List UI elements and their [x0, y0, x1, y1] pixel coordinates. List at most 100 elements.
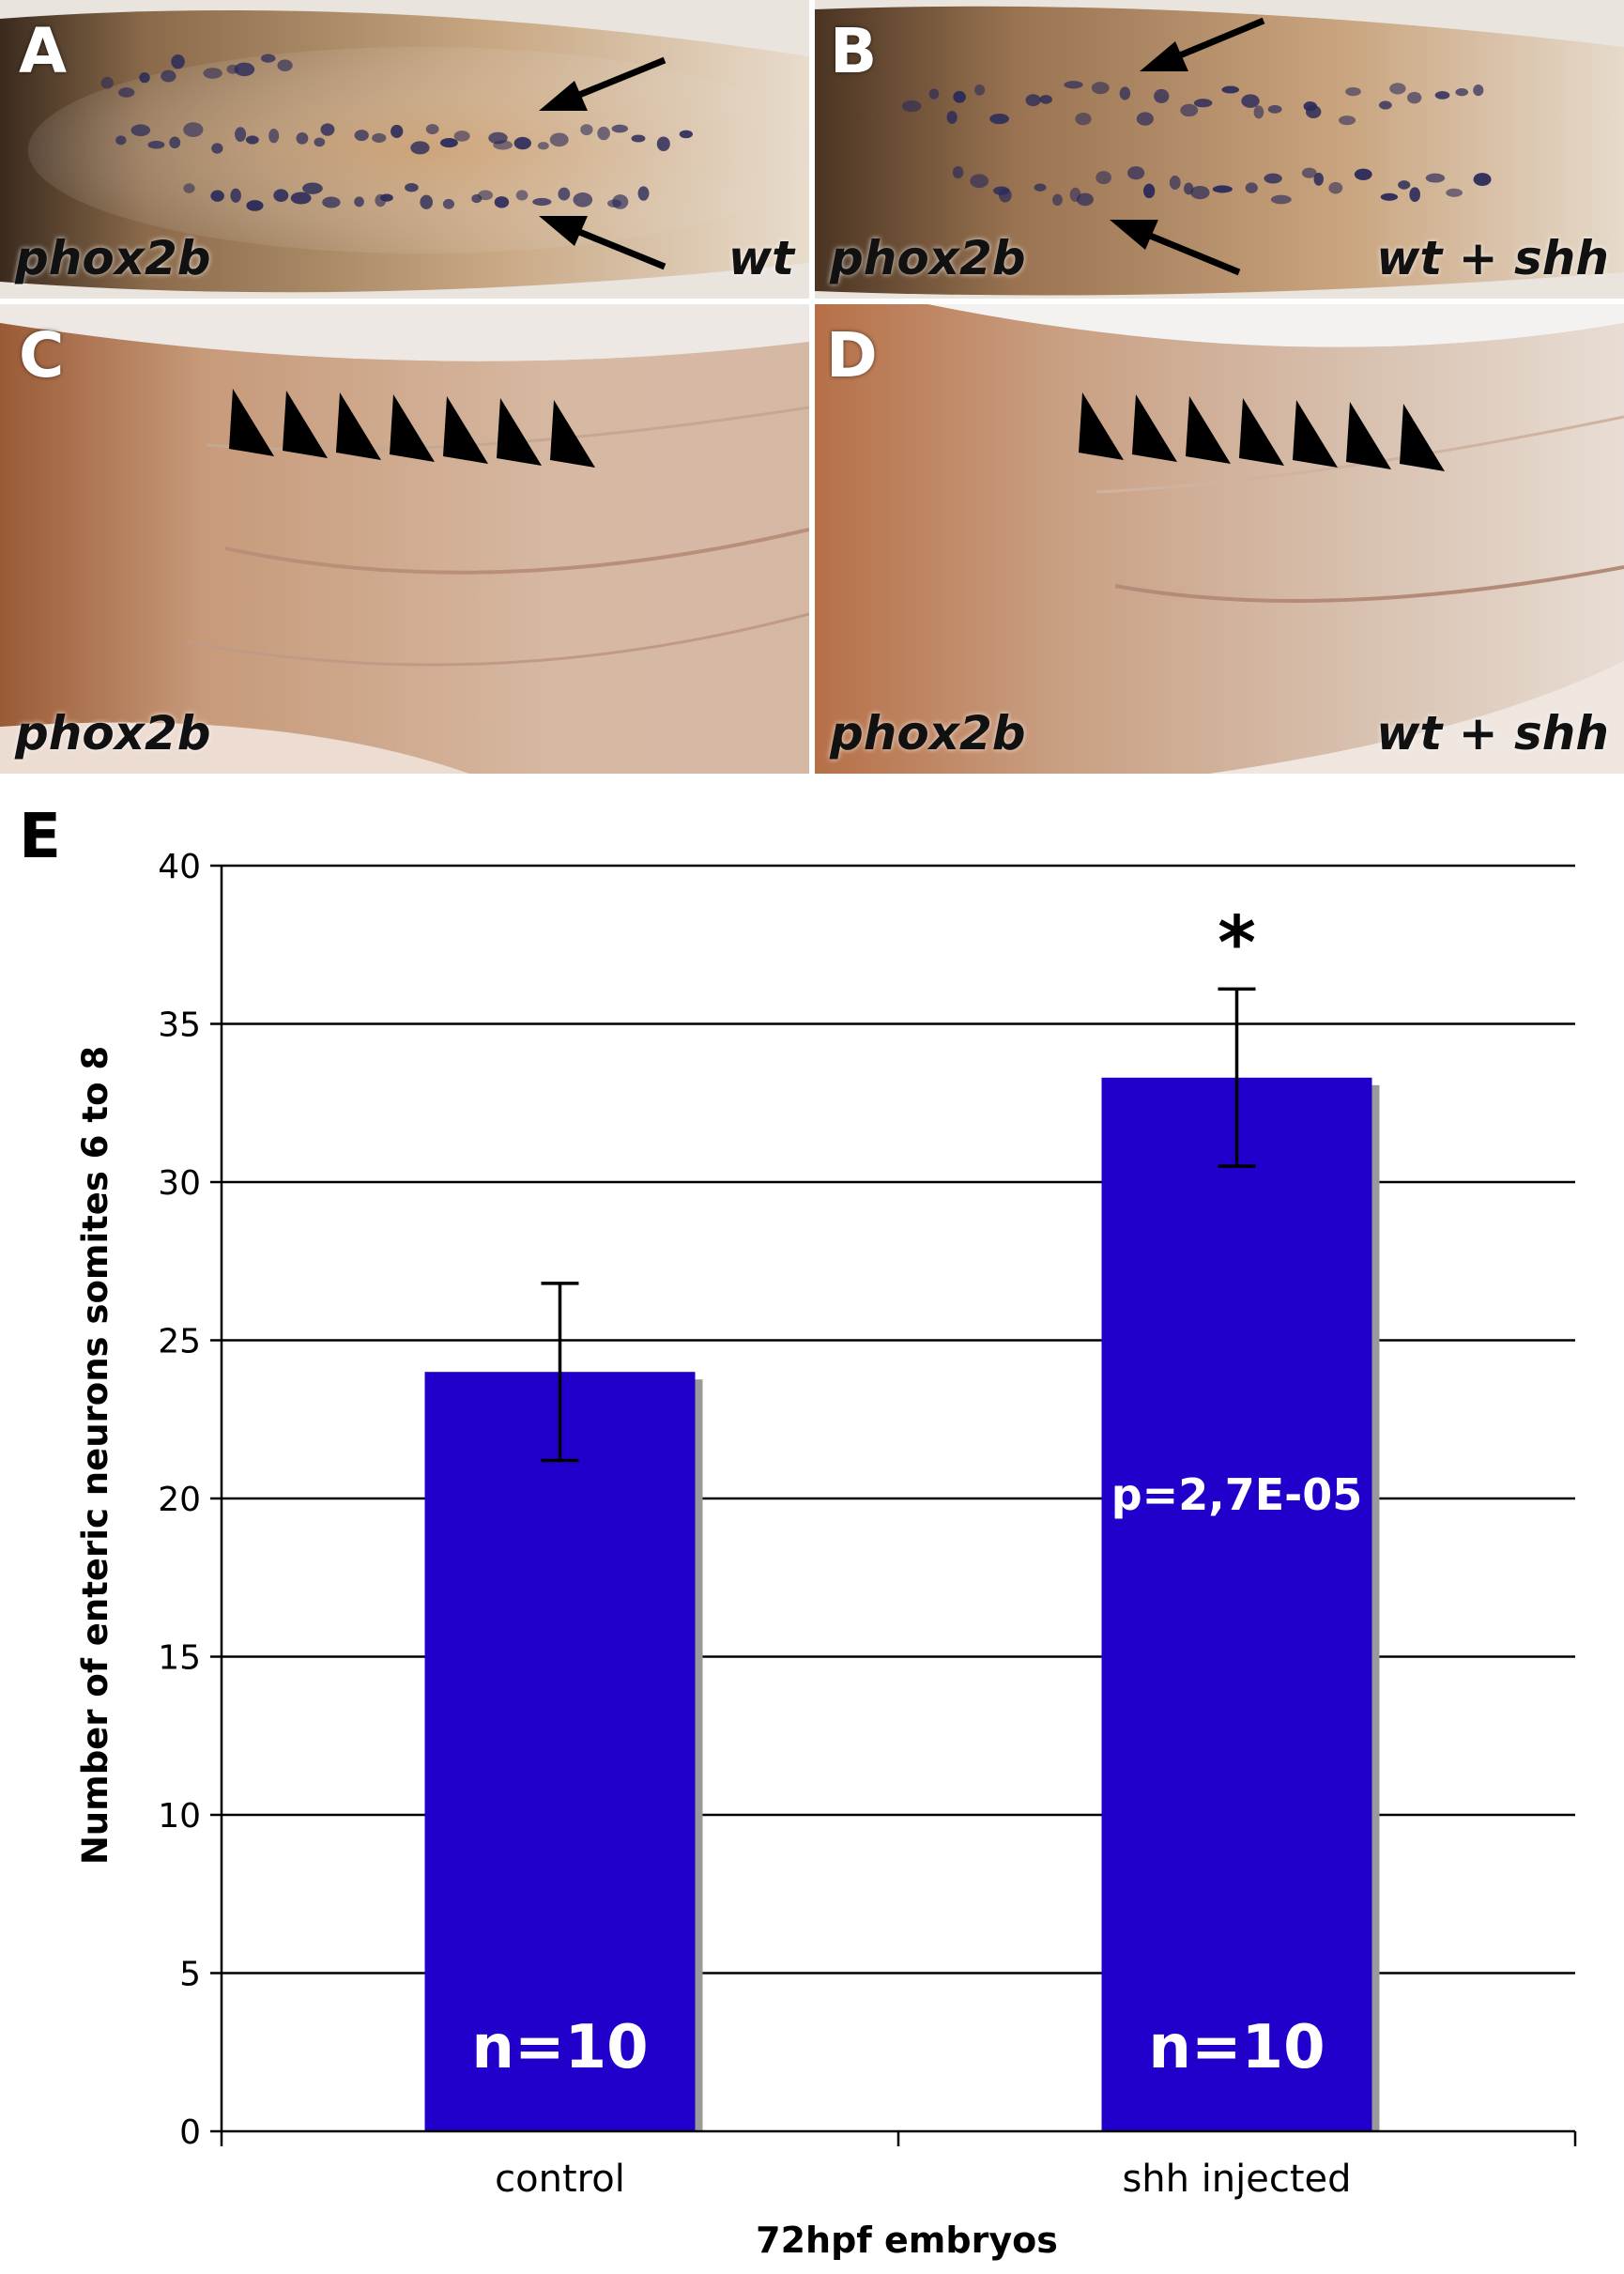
stained-neuron	[1190, 185, 1210, 200]
arrowhead-icon	[390, 394, 435, 462]
stained-neuron	[246, 200, 264, 211]
stained-neuron	[1270, 194, 1292, 205]
stained-neuron	[235, 127, 247, 143]
stained-neuron	[1039, 95, 1052, 104]
micrograph-panel-b: B phox2b wt + shh	[815, 0, 1624, 299]
gene-label-a: phox2b	[15, 231, 211, 285]
gene-label-c: phox2b	[15, 706, 211, 761]
stained-neuron	[1095, 171, 1111, 185]
stained-neuron	[901, 100, 922, 113]
stained-neuron	[532, 197, 552, 207]
stained-neuron	[100, 76, 114, 89]
arrowhead-icon	[1186, 396, 1231, 464]
stained-neuron	[1301, 167, 1317, 178]
y-tick-label: 30	[158, 1164, 201, 1203]
bar-control	[424, 1372, 696, 2131]
stained-neuron	[1143, 183, 1156, 199]
stained-neuron	[946, 110, 958, 124]
stained-neuron	[354, 196, 364, 207]
stained-neuron	[952, 166, 964, 179]
y-tick-label: 10	[158, 1797, 201, 1836]
stained-neuron	[147, 140, 165, 149]
panel-label-b: B	[830, 15, 878, 87]
condition-label-b: wt + shh	[1376, 231, 1609, 285]
sample-size-label: n=10	[471, 2013, 648, 2082]
stained-neuron	[453, 131, 470, 142]
arrowhead-icon	[550, 400, 595, 468]
stained-neuron	[1154, 88, 1170, 103]
arrowhead-icon	[229, 389, 274, 456]
y-tick-label: 25	[158, 1323, 201, 1361]
arrowhead-icon	[1239, 398, 1284, 466]
stained-neuron	[391, 124, 404, 138]
stained-neuron	[302, 182, 323, 194]
stained-neuron	[1328, 181, 1343, 194]
stained-neuron	[410, 141, 430, 155]
y-tick-label: 35	[158, 1006, 201, 1045]
stained-neuron	[1119, 86, 1131, 100]
stained-neuron	[1389, 83, 1406, 95]
embryo-dorsal-image	[815, 0, 1624, 299]
micrograph-panel-c: C phox2b	[0, 304, 809, 774]
stained-neuron	[1091, 82, 1110, 95]
stained-neuron	[183, 122, 204, 137]
condition-label-a: wt	[728, 231, 794, 285]
stained-neuron	[477, 190, 494, 201]
micrograph-panel-a: A phox2b wt	[0, 0, 809, 299]
stained-neuron	[171, 54, 185, 69]
stained-neuron	[169, 136, 181, 149]
stained-neuron	[989, 113, 1009, 125]
arrowhead-icon	[1132, 394, 1177, 462]
stained-neuron	[573, 192, 593, 207]
stained-neuron	[290, 192, 312, 205]
stained-neuron	[203, 68, 222, 79]
embryo-lateral-image	[0, 304, 809, 774]
stained-neuron	[612, 194, 629, 209]
arrowhead-icon	[283, 391, 328, 458]
stained-neuron	[268, 128, 280, 144]
stained-neuron	[1305, 105, 1322, 119]
stained-neuron	[494, 196, 510, 208]
stained-neuron	[558, 187, 571, 201]
stained-neuron	[631, 134, 646, 143]
bar-chart: n=10 n=10 p=2,7E-05 * 0 5 10 15 20 25 30 35 40 contr…	[75, 848, 1577, 2261]
stained-neuron	[1338, 115, 1356, 126]
stained-neuron	[139, 72, 150, 84]
stained-neuron	[1127, 166, 1145, 180]
y-tick-label: 0	[179, 2113, 201, 2152]
stained-neuron	[515, 190, 529, 201]
y-axis-label: Number of enteric neurons somites 6 to 8	[75, 1046, 115, 1865]
arrow-icons	[1110, 17, 1265, 276]
stained-neuron	[314, 137, 326, 147]
axes: 0 5 10 15 20 25 30 35 40 control shh injected	[158, 848, 1577, 2201]
stained-neuron	[1193, 99, 1213, 108]
stained-neuron	[970, 174, 989, 189]
arrowhead-icons	[1079, 392, 1445, 471]
stained-neuron	[1169, 175, 1181, 190]
stained-neuron	[420, 194, 434, 209]
arrowhead-icon	[1400, 404, 1445, 471]
stained-neuron	[1380, 192, 1399, 201]
arrowhead-icon	[1346, 402, 1391, 469]
stained-neuron	[405, 183, 419, 192]
stained-neuron	[513, 136, 531, 150]
stained-neuron	[1409, 187, 1420, 203]
stained-neuron	[1136, 112, 1154, 126]
arrowhead-icon	[497, 398, 542, 466]
stained-neuron	[230, 188, 241, 203]
stained-neuron	[580, 124, 593, 136]
y-tick-label: 5	[179, 1956, 201, 1994]
stained-neuron	[974, 84, 986, 96]
arrowhead-icons	[229, 389, 595, 468]
stained-neuron	[953, 90, 966, 103]
stained-neuron	[537, 142, 549, 150]
stained-neuron	[234, 62, 255, 77]
x-tick-label: shh injected	[1122, 2158, 1351, 2201]
stained-neuron	[322, 196, 341, 208]
panel-label-d: D	[826, 319, 878, 392]
stained-neuron	[493, 140, 513, 150]
stained-neuron	[1076, 192, 1094, 207]
stained-neuron	[549, 132, 569, 147]
neuron-dots	[100, 54, 693, 211]
stained-neuron	[1025, 94, 1041, 107]
